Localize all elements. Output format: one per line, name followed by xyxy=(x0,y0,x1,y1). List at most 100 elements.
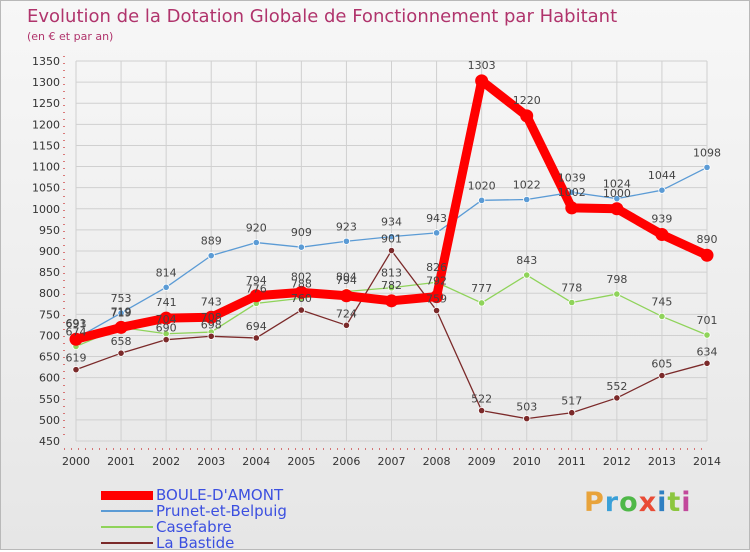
point-prunet-et-belpuig-2012 xyxy=(613,195,621,203)
legend-label-boule-d-amont: BOULE-D'AMONT xyxy=(156,486,284,504)
data-label-casefabre-2011: 778 xyxy=(561,282,582,295)
logo-letter: i xyxy=(681,487,692,518)
point-la-bastide-2011 xyxy=(568,409,576,417)
data-label-la-bastide-2013: 605 xyxy=(651,358,672,371)
point-boule-d-amont-2013 xyxy=(655,228,669,242)
y-tick-label-550: 550 xyxy=(39,393,60,406)
y-tick-label-1000: 1000 xyxy=(32,203,60,216)
point-casefabre-2013 xyxy=(658,312,666,321)
data-label-la-bastide-2009: 522 xyxy=(471,393,492,406)
point-prunet-et-belpuig-2010 xyxy=(523,195,531,204)
data-label-la-bastide-2007: 901 xyxy=(381,233,402,246)
data-label-boule-d-amont-2008: 792 xyxy=(426,275,447,288)
data-label-la-bastide-2006: 724 xyxy=(336,307,357,320)
data-label-prunet-et-belpuig-2012: 1024 xyxy=(603,178,631,191)
y-tick-label-1200: 1200 xyxy=(32,118,60,131)
logo-letter: x xyxy=(638,487,658,518)
data-label-casefabre-2004: 776 xyxy=(246,282,267,295)
data-label-boule-d-amont-2010: 1220 xyxy=(513,94,541,107)
y-tick-label-650: 650 xyxy=(39,351,60,364)
point-boule-d-amont-2000 xyxy=(69,332,83,346)
data-label-casefabre-2006: 804 xyxy=(336,271,357,284)
legend-item-boule-d-amont: BOULE-D'AMONT xyxy=(101,487,287,503)
data-label-prunet-et-belpuig-2014: 1098 xyxy=(693,146,721,159)
data-label-boule-d-amont-2014: 890 xyxy=(697,233,718,246)
x-tick-label-2000: 2000 xyxy=(62,455,90,468)
point-boule-d-amont-2004 xyxy=(249,289,263,303)
x-tick-label-2002: 2002 xyxy=(152,455,180,468)
data-label-casefabre-2014: 701 xyxy=(697,314,718,327)
legend-label-la-bastide: La Bastide xyxy=(156,534,235,552)
point-boule-d-amont-2003 xyxy=(204,310,218,324)
point-prunet-et-belpuig-2009 xyxy=(478,196,486,204)
legend-swatch-la-bastide xyxy=(101,542,153,544)
data-label-boule-d-amont-2006: 794 xyxy=(336,274,357,287)
point-prunet-et-belpuig-2001 xyxy=(117,309,125,317)
point-prunet-et-belpuig-2005 xyxy=(297,243,305,251)
legend: BOULE-D'AMONT Prunet-et-Belpuig Casefabr… xyxy=(101,487,287,551)
data-label-prunet-et-belpuig-2002: 814 xyxy=(156,266,177,279)
data-label-prunet-et-belpuig-2005: 909 xyxy=(291,226,312,239)
data-label-boule-d-amont-2003: 743 xyxy=(201,295,222,308)
legend-label-prunet-et-belpuig: Prunet-et-Belpuig xyxy=(156,502,287,520)
data-label-la-bastide-2010: 503 xyxy=(516,401,537,414)
point-prunet-et-belpuig-2004 xyxy=(252,238,260,247)
y-tick-label-750: 750 xyxy=(39,308,60,321)
data-label-prunet-et-belpuig-2004: 920 xyxy=(246,222,267,235)
point-boule-d-amont-2007 xyxy=(385,294,398,308)
point-la-bastide-2013 xyxy=(658,371,666,380)
data-label-la-bastide-2011: 517 xyxy=(561,395,582,408)
point-la-bastide-2003 xyxy=(207,332,215,340)
x-tick-label-2005: 2005 xyxy=(287,455,315,468)
data-label-prunet-et-belpuig-2011: 1039 xyxy=(558,171,586,184)
point-prunet-et-belpuig-2007 xyxy=(387,233,396,241)
x-tick-label-2009: 2009 xyxy=(468,455,496,468)
data-label-prunet-et-belpuig-2001: 753 xyxy=(111,292,132,305)
data-label-la-bastide-2012: 552 xyxy=(606,380,627,393)
point-la-bastide-2002 xyxy=(162,336,170,344)
y-tick-label-450: 450 xyxy=(39,435,60,448)
data-label-boule-d-amont-2005: 802 xyxy=(291,270,312,283)
chart-subtitle: (en € et par an) xyxy=(27,30,114,43)
point-boule-d-amont-2005 xyxy=(294,285,308,299)
point-la-bastide-2001 xyxy=(117,349,125,357)
point-casefabre-2014 xyxy=(703,331,711,339)
data-label-la-bastide-2003: 698 xyxy=(201,318,222,331)
y-tick-label-800: 800 xyxy=(39,287,60,300)
y-tick-label-1350: 1350 xyxy=(32,55,60,68)
data-label-casefabre-2008: 826 xyxy=(426,261,447,274)
logo-letter: t xyxy=(667,487,682,518)
point-la-bastide-2009 xyxy=(478,406,486,415)
point-prunet-et-belpuig-2003 xyxy=(207,252,215,260)
data-label-casefabre-2012: 798 xyxy=(606,273,627,286)
point-casefabre-2011 xyxy=(568,298,576,307)
data-label-la-bastide-2000: 619 xyxy=(66,352,87,365)
x-tick-label-2008: 2008 xyxy=(423,455,451,468)
point-prunet-et-belpuig-2002 xyxy=(162,283,170,291)
logo-letter: r xyxy=(604,487,620,518)
x-tick-label-2010: 2010 xyxy=(513,455,541,468)
x-tick-label-2004: 2004 xyxy=(242,455,270,468)
point-casefabre-2007 xyxy=(387,284,396,292)
y-tick-label-1100: 1100 xyxy=(32,161,60,174)
y-tick-label-950: 950 xyxy=(39,224,60,237)
y-tick-label-600: 600 xyxy=(39,372,60,385)
point-casefabre-2012 xyxy=(613,290,621,298)
data-label-boule-d-amont-2013: 939 xyxy=(651,213,672,226)
point-prunet-et-belpuig-2008 xyxy=(432,229,441,237)
point-la-bastide-2005 xyxy=(297,306,305,314)
data-label-prunet-et-belpuig-2009: 1020 xyxy=(468,179,496,192)
data-label-la-bastide-2014: 634 xyxy=(697,345,718,358)
y-tick-label-700: 700 xyxy=(39,329,60,342)
data-label-casefabre-2003: 708 xyxy=(201,311,222,324)
x-tick-label-2006: 2006 xyxy=(332,455,360,468)
data-label-boule-d-amont-2000: 691 xyxy=(66,317,87,330)
y-tick-label-1300: 1300 xyxy=(32,76,60,89)
y-tick-label-850: 850 xyxy=(39,266,60,279)
point-la-bastide-2007 xyxy=(387,246,396,255)
data-label-boule-d-amont-2002: 741 xyxy=(156,296,177,309)
point-la-bastide-2012 xyxy=(613,394,621,402)
point-la-bastide-2006 xyxy=(342,321,351,329)
data-label-prunet-et-belpuig-2013: 1044 xyxy=(648,169,676,182)
